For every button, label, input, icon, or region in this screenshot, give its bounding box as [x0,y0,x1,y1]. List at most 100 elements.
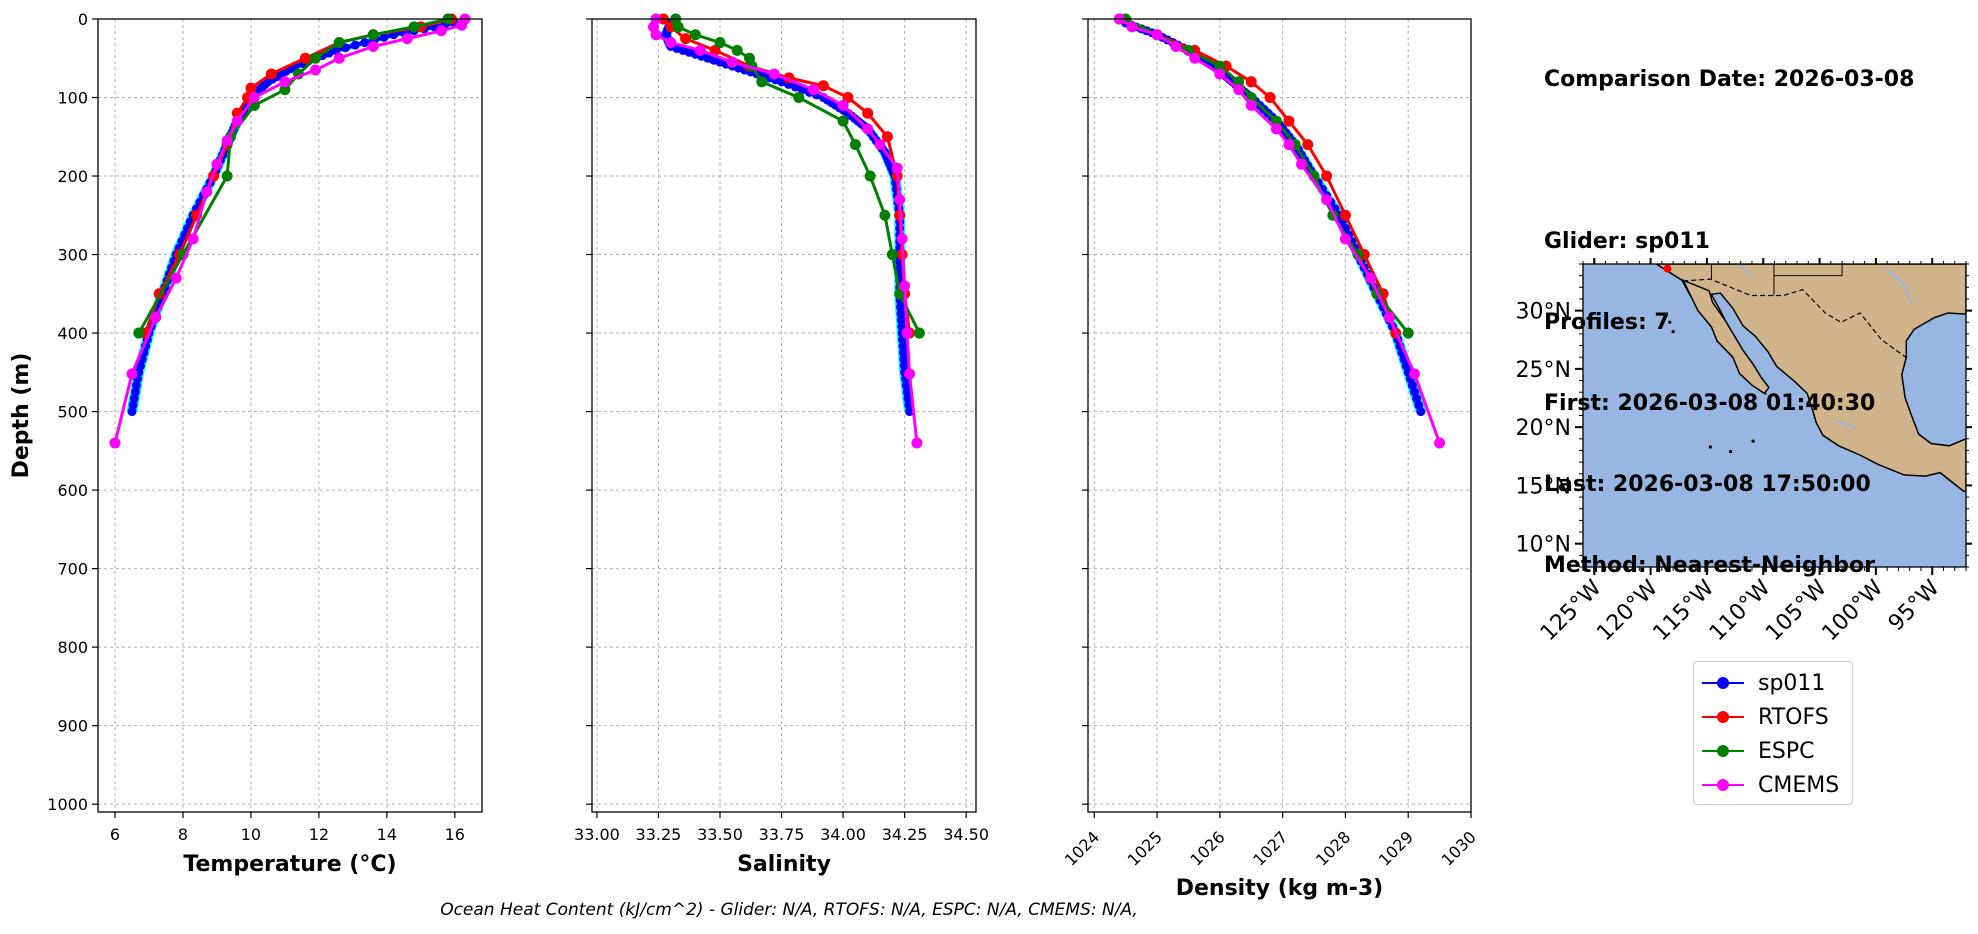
data-point-cmems [911,437,923,449]
legend-label: CMEMS [1758,772,1840,798]
x-axis-label: Temperature (°C) [183,852,396,877]
data-point-cmems [808,84,820,96]
map-lat-label: 20°N [1516,416,1571,441]
series-line-sp011 [1124,21,1423,413]
x-axis-label: Density (kg m-3) [1176,876,1384,901]
x-tick-label: 33.50 [697,825,743,844]
method-label: Method: Nearest-Neighbor [1544,553,1875,578]
legend-swatch-sp011 [1700,673,1746,693]
legend: sp011 RTOFS ESPC CMEMS [1693,661,1853,805]
data-point-cmems [170,272,182,284]
data-point-sp011 [896,308,906,318]
grid-lines [592,18,976,812]
x-tick-label: 33.25 [636,825,682,844]
data-point-rtofs [680,33,692,45]
y-tick-label: 1000 [47,795,88,814]
profile-panel-temperature: 0 100 200 300 400 500 600 700 800 900 1000 6 8 10 12 14… [9,10,483,877]
data-point-rtofs [1321,170,1333,182]
data-point-espc [756,76,768,88]
y-tick-label: 100 [57,89,88,108]
y-tick-label: 400 [57,324,88,343]
data-point-sp011 [901,380,911,390]
data-point-rtofs [1283,115,1295,127]
sp011-spread-line [1128,21,1427,413]
x-tick-label: 34.00 [820,825,866,844]
x-tick-label: 1028 [1312,827,1354,869]
data-point-sp011 [350,40,360,50]
series-espc [670,13,925,339]
data-point-espc [309,52,321,64]
data-point-sp011 [902,387,912,397]
map-border [1683,278,1908,359]
map-land-baja [1681,278,1770,395]
axes-frame [97,18,483,813]
data-point-rtofs [881,131,893,143]
profile-panel-density: 1024 1025 1026 1027 1028 1029 1030 Density (kg … [1061,13,1480,901]
data-point-cmems [109,437,121,449]
data-point-cmems [221,135,233,147]
data-point-espc [1214,60,1226,72]
axes-frame [1087,18,1472,813]
ocean-heat-content-footer: Ocean Heat Content (kJ/cm^2) - Glider: N… [440,900,1138,920]
series-line-cmems [1118,17,1442,444]
data-point-sp011 [905,407,915,417]
data-point-cmems [1126,21,1138,33]
info-block: Comparison Date: 2026-03-08 Glider: sp01… [1544,12,1914,606]
data-point-cmems [333,52,345,64]
data-point-espc [894,288,906,300]
data-point-sp011 [331,45,341,55]
series-espc [133,13,454,339]
x-axis-label: Salinity [737,852,831,877]
sp011-spread-line [1121,21,1420,413]
data-point-espc [849,139,861,151]
data-point-rtofs [245,82,257,94]
location-map: 30°N25°N20°N15°N10°N125°W120°W115°W110°W… [1516,258,1972,646]
data-point-rtofs [1245,76,1257,88]
y-tick-label: 500 [57,403,88,422]
x-tick-label: 33.75 [759,825,805,844]
map-land-layer [1654,264,1966,492]
data-point-sp011 [127,407,137,417]
legend-item-rtofs: RTOFS [1700,700,1846,734]
data-point-espc [879,209,891,221]
x-tick-label: 14 [377,825,397,844]
data-point-cmems [248,92,260,104]
data-point-cmems [1245,99,1257,111]
data-point-espc [1402,327,1414,339]
data-point-rtofs [817,80,829,92]
data-point-cmems [896,233,908,245]
map-lat-label: 30°N [1516,300,1571,325]
x-tick-label: 1027 [1249,827,1291,869]
series-line-espc [674,18,921,334]
data-point-rtofs [709,44,721,56]
data-point-cmems [1408,368,1420,380]
data-point-espc [793,92,805,104]
data-point-cmems [904,368,916,380]
map-state-line [1773,264,1843,277]
y-tick-label: 700 [57,560,88,579]
data-point-espc [367,29,379,41]
data-point-cmems [201,186,213,198]
data-point-cmems [309,64,321,76]
data-point-espc [689,29,701,41]
x-tick-label: 12 [309,825,329,844]
data-point-cmems [1339,233,1351,245]
data-point-cmems [665,37,677,49]
data-point-cmems [211,158,223,170]
data-point-sp011 [898,348,908,358]
data-point-cmems [694,44,706,56]
data-point-espc [714,37,726,49]
data-point-cmems [1233,84,1245,96]
map-island [1751,439,1755,443]
data-point-sp011 [1416,407,1426,417]
data-point-espc [731,44,743,56]
data-point-cmems [899,280,911,292]
legend-item-cmems: CMEMS [1700,768,1846,802]
data-point-espc [913,327,925,339]
data-point-espc [221,170,233,182]
legend-swatch-rtofs [1700,707,1746,727]
map-island [1668,320,1672,324]
data-point-espc [279,84,291,96]
x-tick-label: 1029 [1375,827,1417,869]
